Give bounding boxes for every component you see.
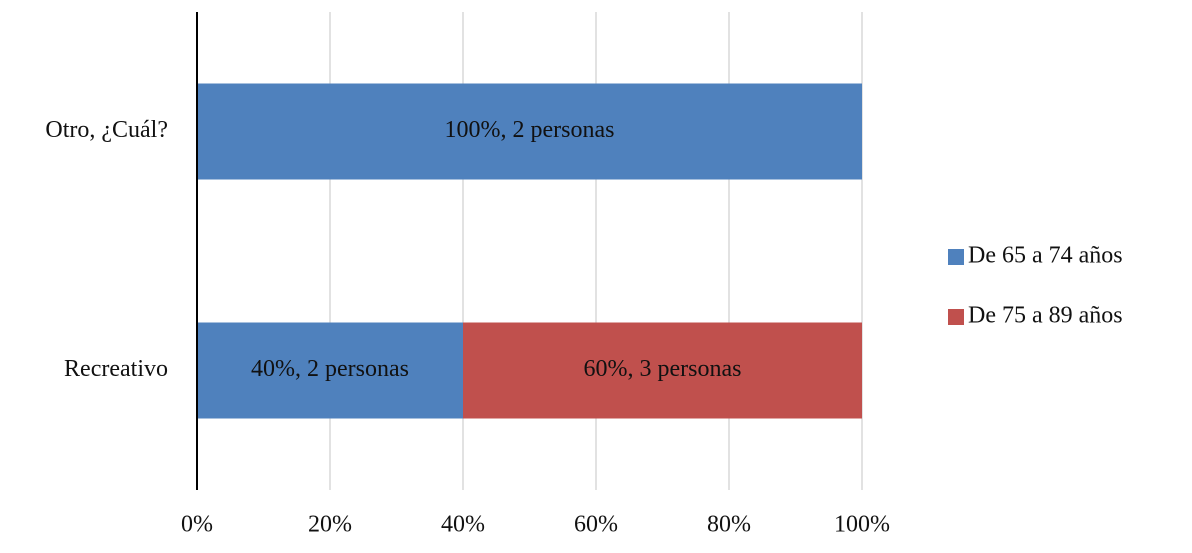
x-tick-label: 0% (181, 512, 213, 538)
legend-swatch (948, 249, 964, 265)
legend-label: De 65 a 74 años (968, 243, 1123, 269)
bar-segment (197, 322, 463, 419)
legend-swatch (948, 309, 964, 325)
data-label: 60%, 3 personas (584, 356, 742, 382)
y-tick-label: Otro, ¿Cuál? (45, 117, 168, 143)
x-tick-label: 60% (574, 512, 618, 538)
data-label: 40%, 2 personas (251, 356, 409, 382)
x-tick-label: 80% (707, 512, 751, 538)
data-label: 100%, 2 personas (445, 117, 615, 143)
bar-segment (197, 83, 862, 180)
bar-segment (463, 322, 862, 419)
x-tick-label: 20% (308, 512, 352, 538)
x-tick-label: 40% (441, 512, 485, 538)
legend-label: De 75 a 89 años (968, 303, 1123, 329)
y-tick-label: Recreativo (64, 356, 168, 382)
x-tick-label: 100% (834, 512, 890, 538)
